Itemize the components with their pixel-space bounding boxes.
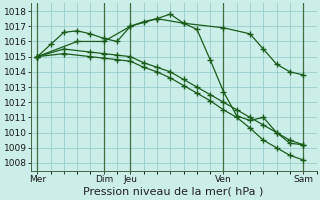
X-axis label: Pression niveau de la mer( hPa ): Pression niveau de la mer( hPa ) [84, 187, 264, 197]
